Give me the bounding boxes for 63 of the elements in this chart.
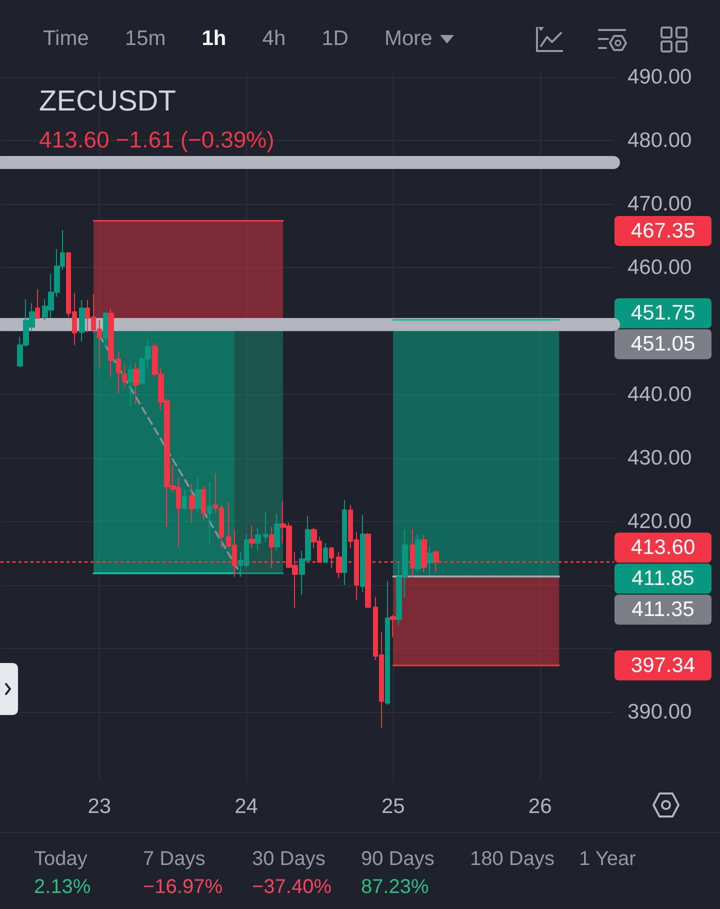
candlestick [255, 527, 261, 551]
text: ZECUSDT [39, 86, 176, 118]
x-tick-label: 25 [381, 794, 405, 818]
text: 87.23% [361, 876, 429, 898]
candlestick [103, 311, 108, 348]
x-tick-label: 26 [528, 794, 552, 818]
ref-line-label: 451.05 [630, 332, 696, 356]
category-label: 1 Year [579, 847, 637, 872]
candlestick [195, 477, 201, 512]
candlestick [207, 482, 212, 544]
text: 2.13% [34, 876, 91, 898]
y-tick-label: 490.00 [628, 65, 692, 88]
text: 413.60 −1.61 (−0.39%) [39, 126, 274, 152]
y-tick-label: 430.00 [628, 446, 692, 470]
candlestick [336, 552, 342, 579]
candlestick [421, 534, 427, 573]
text: 411.85 [632, 567, 694, 590]
y-tick-label: 480.00 [628, 128, 692, 152]
category-label: 1D [322, 26, 348, 52]
y-tick-label: 420.00 [628, 510, 692, 534]
category-label: 4h [262, 26, 286, 52]
text: 451.75 [630, 302, 696, 325]
x-tick-label: 24 [234, 794, 258, 818]
y-tick-label: 390.00 [628, 700, 692, 724]
category-label: 7 Days [143, 847, 206, 872]
category-label: Today [34, 847, 88, 872]
candlestick [79, 299, 85, 342]
text: 397.34 [630, 654, 696, 677]
x-tick-label: 23 [88, 794, 112, 818]
y-tick-label: 470.00 [628, 192, 692, 216]
candlestick [116, 351, 121, 394]
category-label: 180 Days [470, 847, 556, 872]
candlestick [182, 489, 187, 511]
candlestick [415, 534, 421, 573]
category-label: Time [43, 26, 89, 52]
y-tick-label: 460.00 [628, 256, 692, 279]
category-label: 1h [202, 26, 226, 52]
candlestick [108, 308, 114, 378]
text: 467.35 [630, 219, 696, 242]
candlestick [263, 511, 268, 542]
candlestick [249, 525, 255, 549]
candlestick [189, 484, 195, 524]
candlestick [427, 546, 433, 576]
ref-line-label: 413.60 [630, 536, 696, 560]
text: −16.97% [143, 876, 223, 898]
candlestick [122, 364, 127, 388]
candlestick [133, 362, 139, 405]
text: −37.40% [252, 876, 332, 898]
category-label: More [384, 26, 432, 52]
candlestick [274, 513, 280, 552]
candlestick [35, 288, 40, 320]
candlestick [128, 364, 133, 406]
candlestick [201, 485, 206, 521]
candlestick [385, 580, 390, 706]
candlestick [342, 499, 347, 586]
candlestick [360, 514, 365, 593]
y-tick-label: 440.00 [628, 382, 692, 406]
category-label: 90 Days [361, 847, 436, 872]
category-label: 30 Days [252, 847, 326, 872]
candlestick [323, 542, 328, 564]
category-label: 15m [124, 26, 166, 52]
candlestick [390, 614, 396, 638]
text: 411.35 [632, 598, 694, 622]
